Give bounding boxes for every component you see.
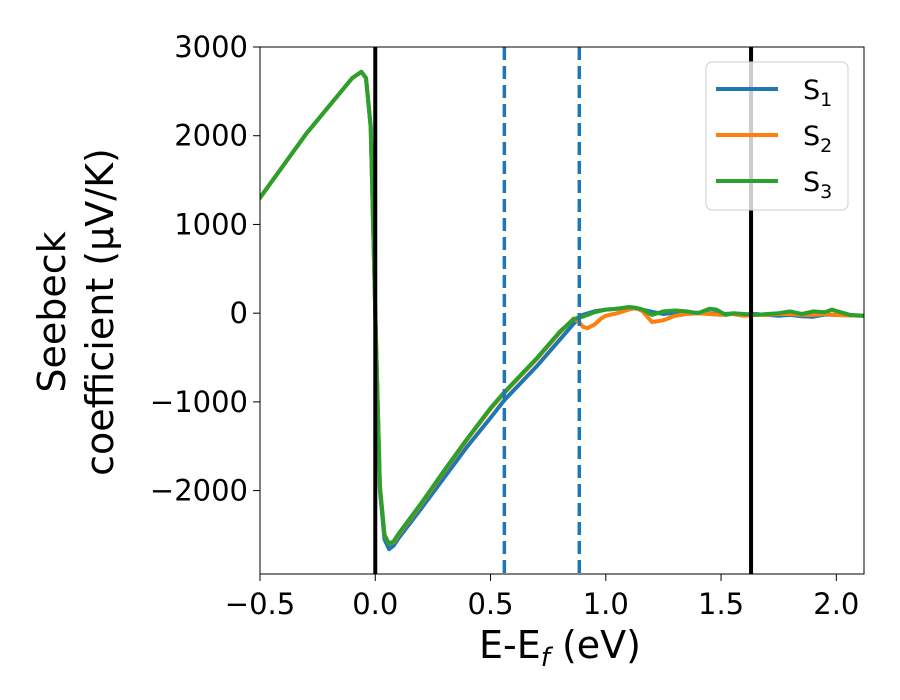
y-tick-label: 2000: [174, 119, 248, 153]
x-tick-label: 2.0: [813, 587, 859, 621]
legend-label-s3: S3: [803, 167, 832, 203]
x-tick-label: 0.5: [467, 587, 513, 621]
x-axis-title: E-Ef (eV): [479, 623, 641, 673]
y-tick-label: 3000: [174, 30, 248, 64]
y-tick-label: 0: [230, 296, 248, 330]
legend-label-s2: S2: [803, 121, 832, 157]
x-axis: −0.5 0.0 0.5 1.0 1.5 2.0: [225, 574, 859, 621]
x-tick-label: 0.0: [352, 587, 398, 621]
y-tick-label: 1000: [174, 207, 248, 241]
y-tick-label: −1000: [150, 385, 248, 419]
legend-label-s1: S1: [803, 75, 832, 111]
plot-frame: [259, 46, 865, 575]
series-line-s3: [260, 69, 864, 546]
y-axis: −2000 −1000 0 1000 2000 3000: [150, 30, 260, 508]
x-tick-label: 1.5: [698, 587, 744, 621]
legend: S1 S2 S3: [705, 61, 849, 211]
x-tick-label: 1.0: [583, 587, 629, 621]
series-lines: [260, 69, 864, 552]
y-tick-label: −2000: [150, 474, 248, 508]
y-axis-title-line1: Seebeck: [30, 231, 74, 392]
x-tick-label: −0.5: [225, 587, 295, 621]
y-axis-title-line2: coefficient (μV/K): [78, 148, 122, 476]
